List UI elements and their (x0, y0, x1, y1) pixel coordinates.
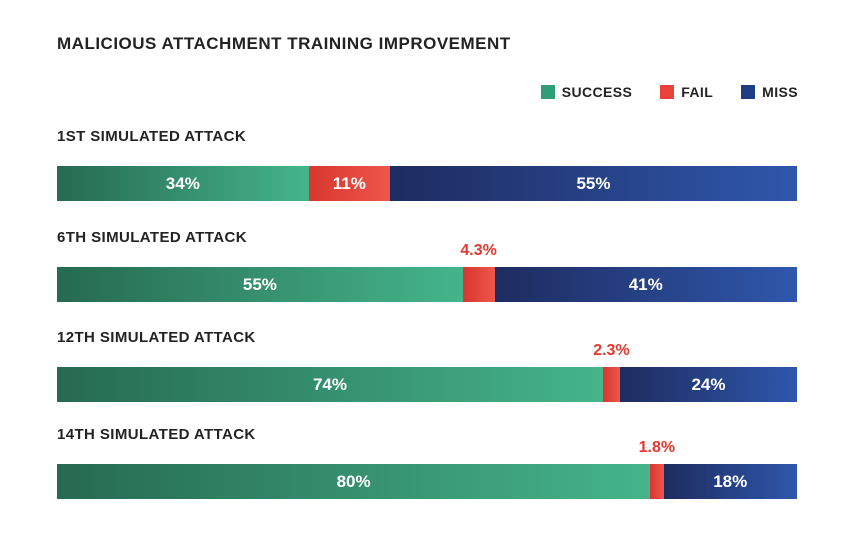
legend-swatch-icon (741, 85, 756, 99)
fail-segment (602, 367, 620, 402)
success-segment-value: 74% (312, 374, 347, 394)
legend-item-success: SUCCESS (540, 84, 633, 100)
stacked-bar: 80% 18% (57, 464, 797, 499)
success-segment-value: 55% (242, 274, 277, 294)
attack-row: 12TH SIMULATED ATTACK 2.3% 74% 24% (57, 329, 797, 402)
miss-segment-value: 18% (713, 471, 748, 491)
legend-swatch-icon (540, 85, 555, 99)
legend-label: MISS (762, 84, 798, 100)
success-segment-value: 34% (165, 173, 200, 193)
miss-segment: 24% (619, 367, 797, 402)
miss-segment-value: 24% (691, 374, 726, 394)
fail-segment (462, 267, 495, 302)
success-segment: 80% (57, 464, 651, 499)
legend-label: SUCCESS (561, 84, 633, 100)
fail-segment: 11% (308, 166, 390, 201)
miss-segment: 55% (389, 166, 797, 201)
chart-title: MALICIOUS ATTACHMENT TRAINING IMPROVEMEN… (57, 34, 511, 53)
miss-segment: 41% (494, 267, 797, 302)
success-segment: 55% (57, 267, 463, 302)
row-label: 1ST SIMULATED ATTACK (57, 128, 247, 145)
fail-segment-value: 11% (332, 173, 366, 193)
legend-item-fail: FAIL (660, 84, 713, 100)
fail-segment (650, 464, 664, 499)
success-segment: 74% (57, 367, 603, 402)
legend-item-miss: MISS (741, 84, 798, 100)
attack-row: 14TH SIMULATED ATTACK 1.8% 80% 18% (57, 426, 797, 499)
miss-segment: 18% (663, 464, 797, 499)
row-label: 12TH SIMULATED ATTACK (57, 329, 256, 346)
fail-callout-label: 1.8% (638, 439, 676, 456)
fail-callout-label: 4.3% (460, 242, 497, 259)
chart-legend: SUCCESS FAIL MISS (540, 84, 798, 100)
legend-swatch-icon (660, 85, 675, 99)
stacked-bar: 55% 41% (57, 267, 797, 302)
stacked-bar: 34% 11% 55% (57, 166, 797, 201)
fail-callout-label: 2.3% (593, 342, 630, 359)
legend-label: FAIL (681, 84, 714, 100)
row-label: 14TH SIMULATED ATTACK (57, 426, 256, 443)
success-segment-value: 80% (336, 471, 371, 491)
stacked-bar: 74% 24% (57, 367, 797, 402)
miss-segment-value: 55% (576, 173, 611, 193)
success-segment: 34% (57, 166, 309, 201)
miss-segment-value: 41% (628, 274, 663, 294)
row-label: 6TH SIMULATED ATTACK (57, 229, 247, 246)
attack-row: 1ST SIMULATED ATTACK 34% 11% 55% (57, 128, 797, 201)
attack-row: 6TH SIMULATED ATTACK 4.3% 55% 41% (57, 229, 797, 302)
